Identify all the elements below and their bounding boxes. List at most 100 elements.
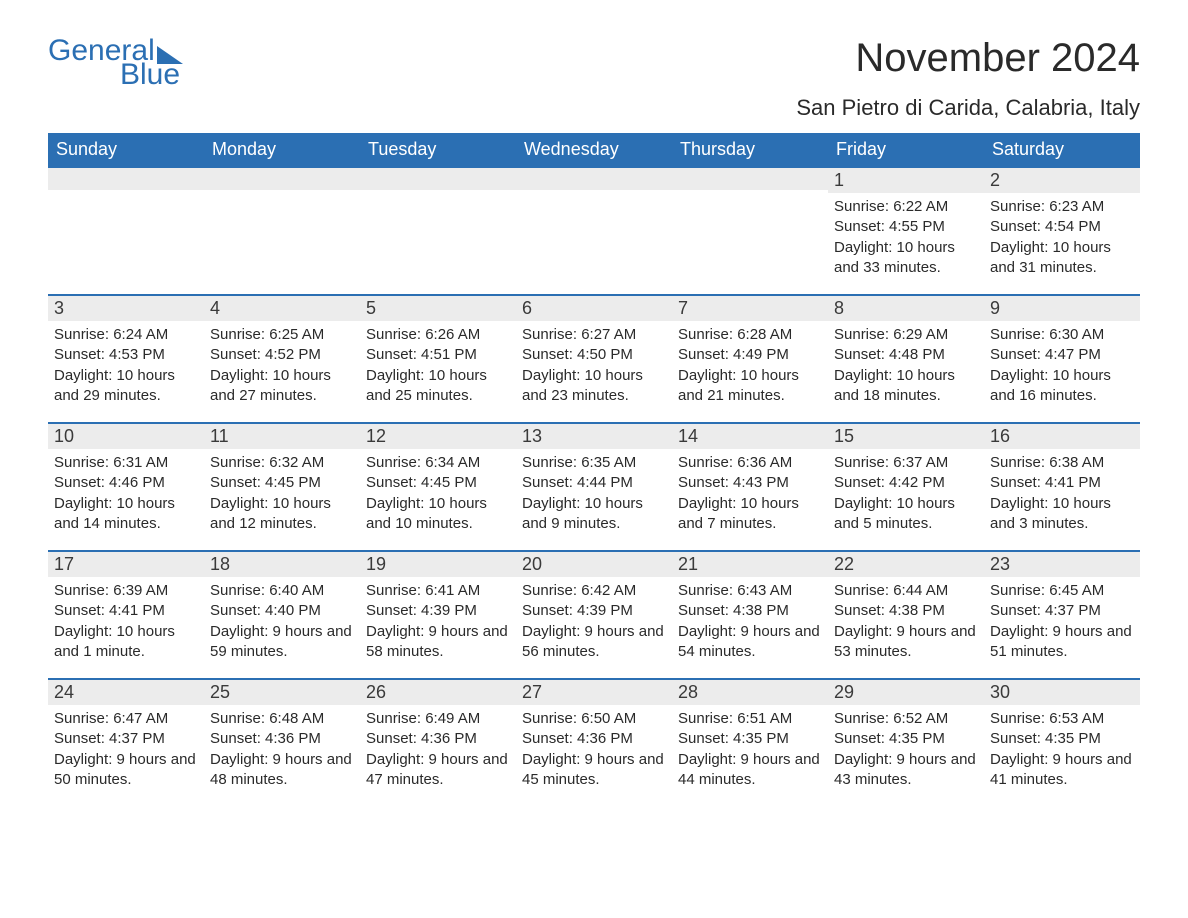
- sunrise-text: Sunrise: 6:24 AM: [54, 325, 198, 345]
- daylight-text: Daylight: 9 hours and 41 minutes.: [990, 750, 1134, 791]
- day-body: Sunrise: 6:30 AMSunset: 4:47 PMDaylight:…: [984, 321, 1140, 412]
- calendar-cell: 29Sunrise: 6:52 AMSunset: 4:35 PMDayligh…: [828, 678, 984, 806]
- day-header: Tuesday: [360, 133, 516, 166]
- sunrise-text: Sunrise: 6:30 AM: [990, 325, 1134, 345]
- day-body: [360, 190, 516, 270]
- calendar-cell: 4Sunrise: 6:25 AMSunset: 4:52 PMDaylight…: [204, 294, 360, 422]
- calendar-week-row: 10Sunrise: 6:31 AMSunset: 4:46 PMDayligh…: [48, 422, 1140, 550]
- calendar-cell: 24Sunrise: 6:47 AMSunset: 4:37 PMDayligh…: [48, 678, 204, 806]
- calendar-cell: 9Sunrise: 6:30 AMSunset: 4:47 PMDaylight…: [984, 294, 1140, 422]
- day-number: 11: [204, 422, 360, 449]
- day-body: Sunrise: 6:45 AMSunset: 4:37 PMDaylight:…: [984, 577, 1140, 668]
- calendar-cell: [204, 166, 360, 294]
- calendar-cell: 22Sunrise: 6:44 AMSunset: 4:38 PMDayligh…: [828, 550, 984, 678]
- day-body: Sunrise: 6:29 AMSunset: 4:48 PMDaylight:…: [828, 321, 984, 412]
- calendar-cell: 3 Sunrise: 6:24 AMSunset: 4:53 PMDaylight…: [48, 294, 204, 422]
- sunset-text: Sunset: 4:45 PM: [210, 473, 354, 493]
- day-body: Sunrise: 6:41 AMSunset: 4:39 PMDaylight:…: [360, 577, 516, 668]
- calendar-week-row: 17Sunrise: 6:39 AMSunset: 4:41 PMDayligh…: [48, 550, 1140, 678]
- day-body: Sunrise: 6:26 AMSunset: 4:51 PMDaylight:…: [360, 321, 516, 412]
- calendar-cell: 6Sunrise: 6:27 AMSunset: 4:50 PMDaylight…: [516, 294, 672, 422]
- sunset-text: Sunset: 4:55 PM: [834, 217, 978, 237]
- day-body: Sunrise: 6:43 AMSunset: 4:38 PMDaylight:…: [672, 577, 828, 668]
- day-body: Sunrise: 6:49 AMSunset: 4:36 PMDaylight:…: [360, 705, 516, 796]
- day-number-bar: [204, 166, 360, 190]
- day-number-bar: [360, 166, 516, 190]
- title-block: November 2024 San Pietro di Carida, Cala…: [796, 36, 1140, 129]
- calendar-cell: 8Sunrise: 6:29 AMSunset: 4:48 PMDaylight…: [828, 294, 984, 422]
- calendar-cell: 7Sunrise: 6:28 AMSunset: 4:49 PMDaylight…: [672, 294, 828, 422]
- sunset-text: Sunset: 4:41 PM: [990, 473, 1134, 493]
- sunrise-text: Sunrise: 6:31 AM: [54, 453, 198, 473]
- day-body: Sunrise: 6:22 AMSunset: 4:55 PMDaylight:…: [828, 193, 984, 284]
- day-header-row: SundayMondayTuesdayWednesdayThursdayFrid…: [48, 133, 1140, 166]
- sunset-text: Sunset: 4:44 PM: [522, 473, 666, 493]
- calendar-cell: 18Sunrise: 6:40 AMSunset: 4:40 PMDayligh…: [204, 550, 360, 678]
- calendar-cell: 26Sunrise: 6:49 AMSunset: 4:36 PMDayligh…: [360, 678, 516, 806]
- day-number: 13: [516, 422, 672, 449]
- day-body: Sunrise: 6:50 AMSunset: 4:36 PMDaylight:…: [516, 705, 672, 796]
- daylight-text: Daylight: 10 hours and 5 minutes.: [834, 494, 978, 535]
- sunrise-text: Sunrise: 6:26 AM: [366, 325, 510, 345]
- sunset-text: Sunset: 4:35 PM: [834, 729, 978, 749]
- day-body: Sunrise: 6:48 AMSunset: 4:36 PMDaylight:…: [204, 705, 360, 796]
- day-number: 10: [48, 422, 204, 449]
- calendar-cell: 23Sunrise: 6:45 AMSunset: 4:37 PMDayligh…: [984, 550, 1140, 678]
- calendar-cell: 20Sunrise: 6:42 AMSunset: 4:39 PMDayligh…: [516, 550, 672, 678]
- sunrise-text: Sunrise: 6:35 AM: [522, 453, 666, 473]
- day-body: Sunrise: 6:31 AMSunset: 4:46 PMDaylight:…: [48, 449, 204, 540]
- calendar-week-row: 24Sunrise: 6:47 AMSunset: 4:37 PMDayligh…: [48, 678, 1140, 806]
- sunset-text: Sunset: 4:41 PM: [54, 601, 198, 621]
- sunset-text: Sunset: 4:54 PM: [990, 217, 1134, 237]
- daylight-text: Daylight: 10 hours and 33 minutes.: [834, 238, 978, 279]
- calendar-cell: 15Sunrise: 6:37 AMSunset: 4:42 PMDayligh…: [828, 422, 984, 550]
- day-body: Sunrise: 6:27 AMSunset: 4:50 PMDaylight:…: [516, 321, 672, 412]
- daylight-text: Daylight: 10 hours and 27 minutes.: [210, 366, 354, 407]
- daylight-text: Daylight: 10 hours and 31 minutes.: [990, 238, 1134, 279]
- daylight-text: Daylight: 9 hours and 43 minutes.: [834, 750, 978, 791]
- sunset-text: Sunset: 4:35 PM: [678, 729, 822, 749]
- calendar-table: SundayMondayTuesdayWednesdayThursdayFrid…: [48, 133, 1140, 806]
- sunset-text: Sunset: 4:39 PM: [522, 601, 666, 621]
- daylight-text: Daylight: 10 hours and 25 minutes.: [366, 366, 510, 407]
- sunset-text: Sunset: 4:36 PM: [522, 729, 666, 749]
- sunrise-text: Sunrise: 6:39 AM: [54, 581, 198, 601]
- sunset-text: Sunset: 4:50 PM: [522, 345, 666, 365]
- sunrise-text: Sunrise: 6:44 AM: [834, 581, 978, 601]
- day-body: Sunrise: 6:28 AMSunset: 4:49 PMDaylight:…: [672, 321, 828, 412]
- day-body: Sunrise: 6:23 AMSunset: 4:54 PMDaylight:…: [984, 193, 1140, 284]
- daylight-text: Daylight: 10 hours and 21 minutes.: [678, 366, 822, 407]
- day-number-bar: [516, 166, 672, 190]
- day-number: 3: [48, 294, 204, 321]
- day-body: Sunrise: 6:39 AMSunset: 4:41 PMDaylight:…: [48, 577, 204, 668]
- day-number: 24: [48, 678, 204, 705]
- calendar-cell: 5Sunrise: 6:26 AMSunset: 4:51 PMDaylight…: [360, 294, 516, 422]
- sunset-text: Sunset: 4:39 PM: [366, 601, 510, 621]
- daylight-text: Daylight: 10 hours and 7 minutes.: [678, 494, 822, 535]
- day-body: Sunrise: 6:47 AMSunset: 4:37 PMDaylight:…: [48, 705, 204, 796]
- calendar-cell: 1Sunrise: 6:22 AMSunset: 4:55 PMDaylight…: [828, 166, 984, 294]
- sunset-text: Sunset: 4:49 PM: [678, 345, 822, 365]
- daylight-text: Daylight: 9 hours and 47 minutes.: [366, 750, 510, 791]
- logo: General Blue: [48, 36, 183, 90]
- sunset-text: Sunset: 4:36 PM: [210, 729, 354, 749]
- sunset-text: Sunset: 4:53 PM: [54, 345, 198, 365]
- calendar-cell: 12Sunrise: 6:34 AMSunset: 4:45 PMDayligh…: [360, 422, 516, 550]
- calendar-cell: 25Sunrise: 6:48 AMSunset: 4:36 PMDayligh…: [204, 678, 360, 806]
- calendar-cell: 13Sunrise: 6:35 AMSunset: 4:44 PMDayligh…: [516, 422, 672, 550]
- day-number: 9: [984, 294, 1140, 321]
- day-number: 30: [984, 678, 1140, 705]
- month-title: November 2024: [796, 36, 1140, 81]
- daylight-text: Daylight: 10 hours and 29 minutes.: [54, 366, 198, 407]
- daylight-text: Daylight: 10 hours and 18 minutes.: [834, 366, 978, 407]
- day-number: 8: [828, 294, 984, 321]
- day-number: 14: [672, 422, 828, 449]
- calendar-cell: 30Sunrise: 6:53 AMSunset: 4:35 PMDayligh…: [984, 678, 1140, 806]
- sunset-text: Sunset: 4:42 PM: [834, 473, 978, 493]
- sunset-text: Sunset: 4:46 PM: [54, 473, 198, 493]
- sunset-text: Sunset: 4:43 PM: [678, 473, 822, 493]
- day-number: 22: [828, 550, 984, 577]
- day-body: Sunrise: 6:34 AMSunset: 4:45 PMDaylight:…: [360, 449, 516, 540]
- day-body: Sunrise: 6:35 AMSunset: 4:44 PMDaylight:…: [516, 449, 672, 540]
- daylight-text: Daylight: 10 hours and 1 minute.: [54, 622, 198, 663]
